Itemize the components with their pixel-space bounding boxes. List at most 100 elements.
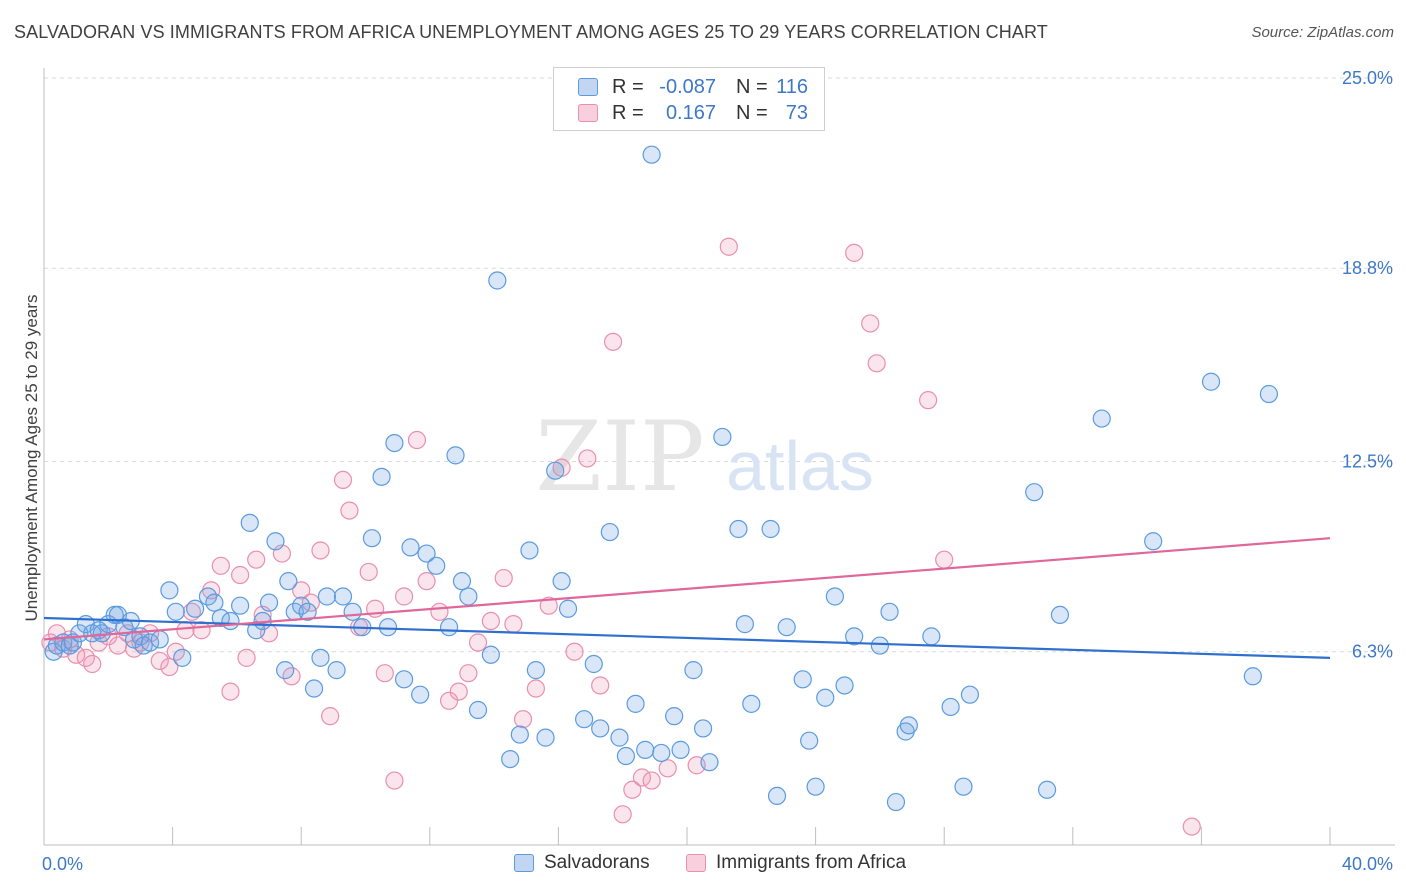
data-point xyxy=(729,519,748,539)
data-point xyxy=(385,771,404,790)
data-point xyxy=(83,654,102,674)
data-point xyxy=(311,541,330,560)
r-label: R = xyxy=(612,75,644,98)
data-point xyxy=(494,568,513,588)
data-point xyxy=(777,618,796,637)
data-point xyxy=(359,562,378,582)
data-point xyxy=(160,581,179,600)
data-point xyxy=(247,550,266,569)
data-point xyxy=(394,670,414,689)
watermark-zip: ZIP xyxy=(535,401,704,513)
y-tick-label: 18.8% xyxy=(1342,258,1393,278)
data-point xyxy=(806,777,825,796)
data-point xyxy=(623,780,642,799)
data-point xyxy=(401,538,420,557)
data-point xyxy=(375,664,394,683)
data-point xyxy=(298,602,317,621)
stats-legend: R = -0.087 N = 116 R = 0.167 N = 73 xyxy=(553,67,825,131)
data-point xyxy=(1201,372,1221,391)
x-tick-label: 0.0% xyxy=(42,854,83,874)
series-salvadorans xyxy=(44,145,1279,812)
r-value: -0.087 xyxy=(659,75,716,98)
data-point xyxy=(800,731,819,750)
data-point xyxy=(452,572,472,591)
data-point xyxy=(845,627,864,646)
data-point xyxy=(333,587,353,606)
data-point xyxy=(279,572,298,591)
trend-lines xyxy=(43,537,1331,659)
data-point xyxy=(439,691,459,710)
data-point xyxy=(292,581,311,600)
data-point xyxy=(960,685,980,704)
y-tick-label: 6.3% xyxy=(1352,642,1393,662)
data-point xyxy=(552,572,571,591)
data-point xyxy=(176,621,195,640)
data-point xyxy=(205,593,224,612)
source-label: Source: ZipAtlas.com xyxy=(1251,24,1394,41)
data-point xyxy=(652,743,671,763)
legend-swatch-pink xyxy=(686,854,706,872)
r-label: R = xyxy=(612,101,644,124)
data-point xyxy=(1259,384,1279,404)
data-point xyxy=(362,529,382,548)
data-point xyxy=(793,670,812,689)
data-point xyxy=(446,446,465,465)
data-point xyxy=(411,685,430,704)
data-point xyxy=(327,661,346,680)
watermark: ZIP atlas xyxy=(535,401,874,513)
trend-line-immigrants xyxy=(43,537,1331,641)
data-point xyxy=(340,501,359,520)
n-value: 73 xyxy=(785,101,808,124)
data-point xyxy=(439,618,459,637)
data-point xyxy=(1243,667,1262,686)
data-point xyxy=(417,572,436,591)
data-point xyxy=(240,513,259,532)
n-label: N = xyxy=(736,101,768,124)
data-point xyxy=(510,725,529,744)
data-point xyxy=(616,746,636,766)
data-point xyxy=(513,710,533,729)
data-point xyxy=(761,519,780,539)
data-point xyxy=(613,805,632,824)
data-point xyxy=(610,728,629,747)
data-point xyxy=(816,688,835,707)
data-point xyxy=(536,728,555,747)
data-point xyxy=(186,599,205,618)
data-point xyxy=(266,532,285,551)
data-point xyxy=(941,697,960,717)
data-point xyxy=(526,679,545,698)
data-point xyxy=(575,710,594,729)
data-point xyxy=(899,716,918,735)
data-point xyxy=(221,682,240,701)
bottom-legend-salvadorans: Salvadorans xyxy=(514,852,650,874)
data-point xyxy=(166,602,185,621)
axes xyxy=(43,68,1395,846)
data-point xyxy=(333,470,353,490)
data-point xyxy=(671,740,690,759)
trend-line-salvadorans xyxy=(43,616,1331,659)
data-point xyxy=(880,602,899,621)
tick-labels: 6.3% 12.5% 18.8% 25.0% 0.0% 40.0% xyxy=(42,68,1393,874)
legend-label: Immigrants from Africa xyxy=(716,852,907,873)
data-point xyxy=(565,642,584,661)
data-point xyxy=(427,556,446,575)
data-point xyxy=(304,679,324,698)
data-point xyxy=(459,664,478,683)
data-point xyxy=(520,541,539,560)
legend-swatch-blue xyxy=(514,854,534,872)
data-point xyxy=(861,314,880,333)
data-point xyxy=(321,707,340,726)
data-point xyxy=(1037,780,1057,799)
data-point xyxy=(488,271,507,290)
data-point xyxy=(700,753,719,772)
data-point xyxy=(767,786,787,806)
data-point xyxy=(504,615,523,634)
data-point xyxy=(886,792,906,812)
legend-swatch-blue xyxy=(578,78,598,96)
data-point xyxy=(417,544,436,563)
data-point xyxy=(237,648,256,667)
r-value: 0.167 xyxy=(665,101,716,124)
data-point xyxy=(954,777,973,796)
data-point xyxy=(584,654,603,674)
